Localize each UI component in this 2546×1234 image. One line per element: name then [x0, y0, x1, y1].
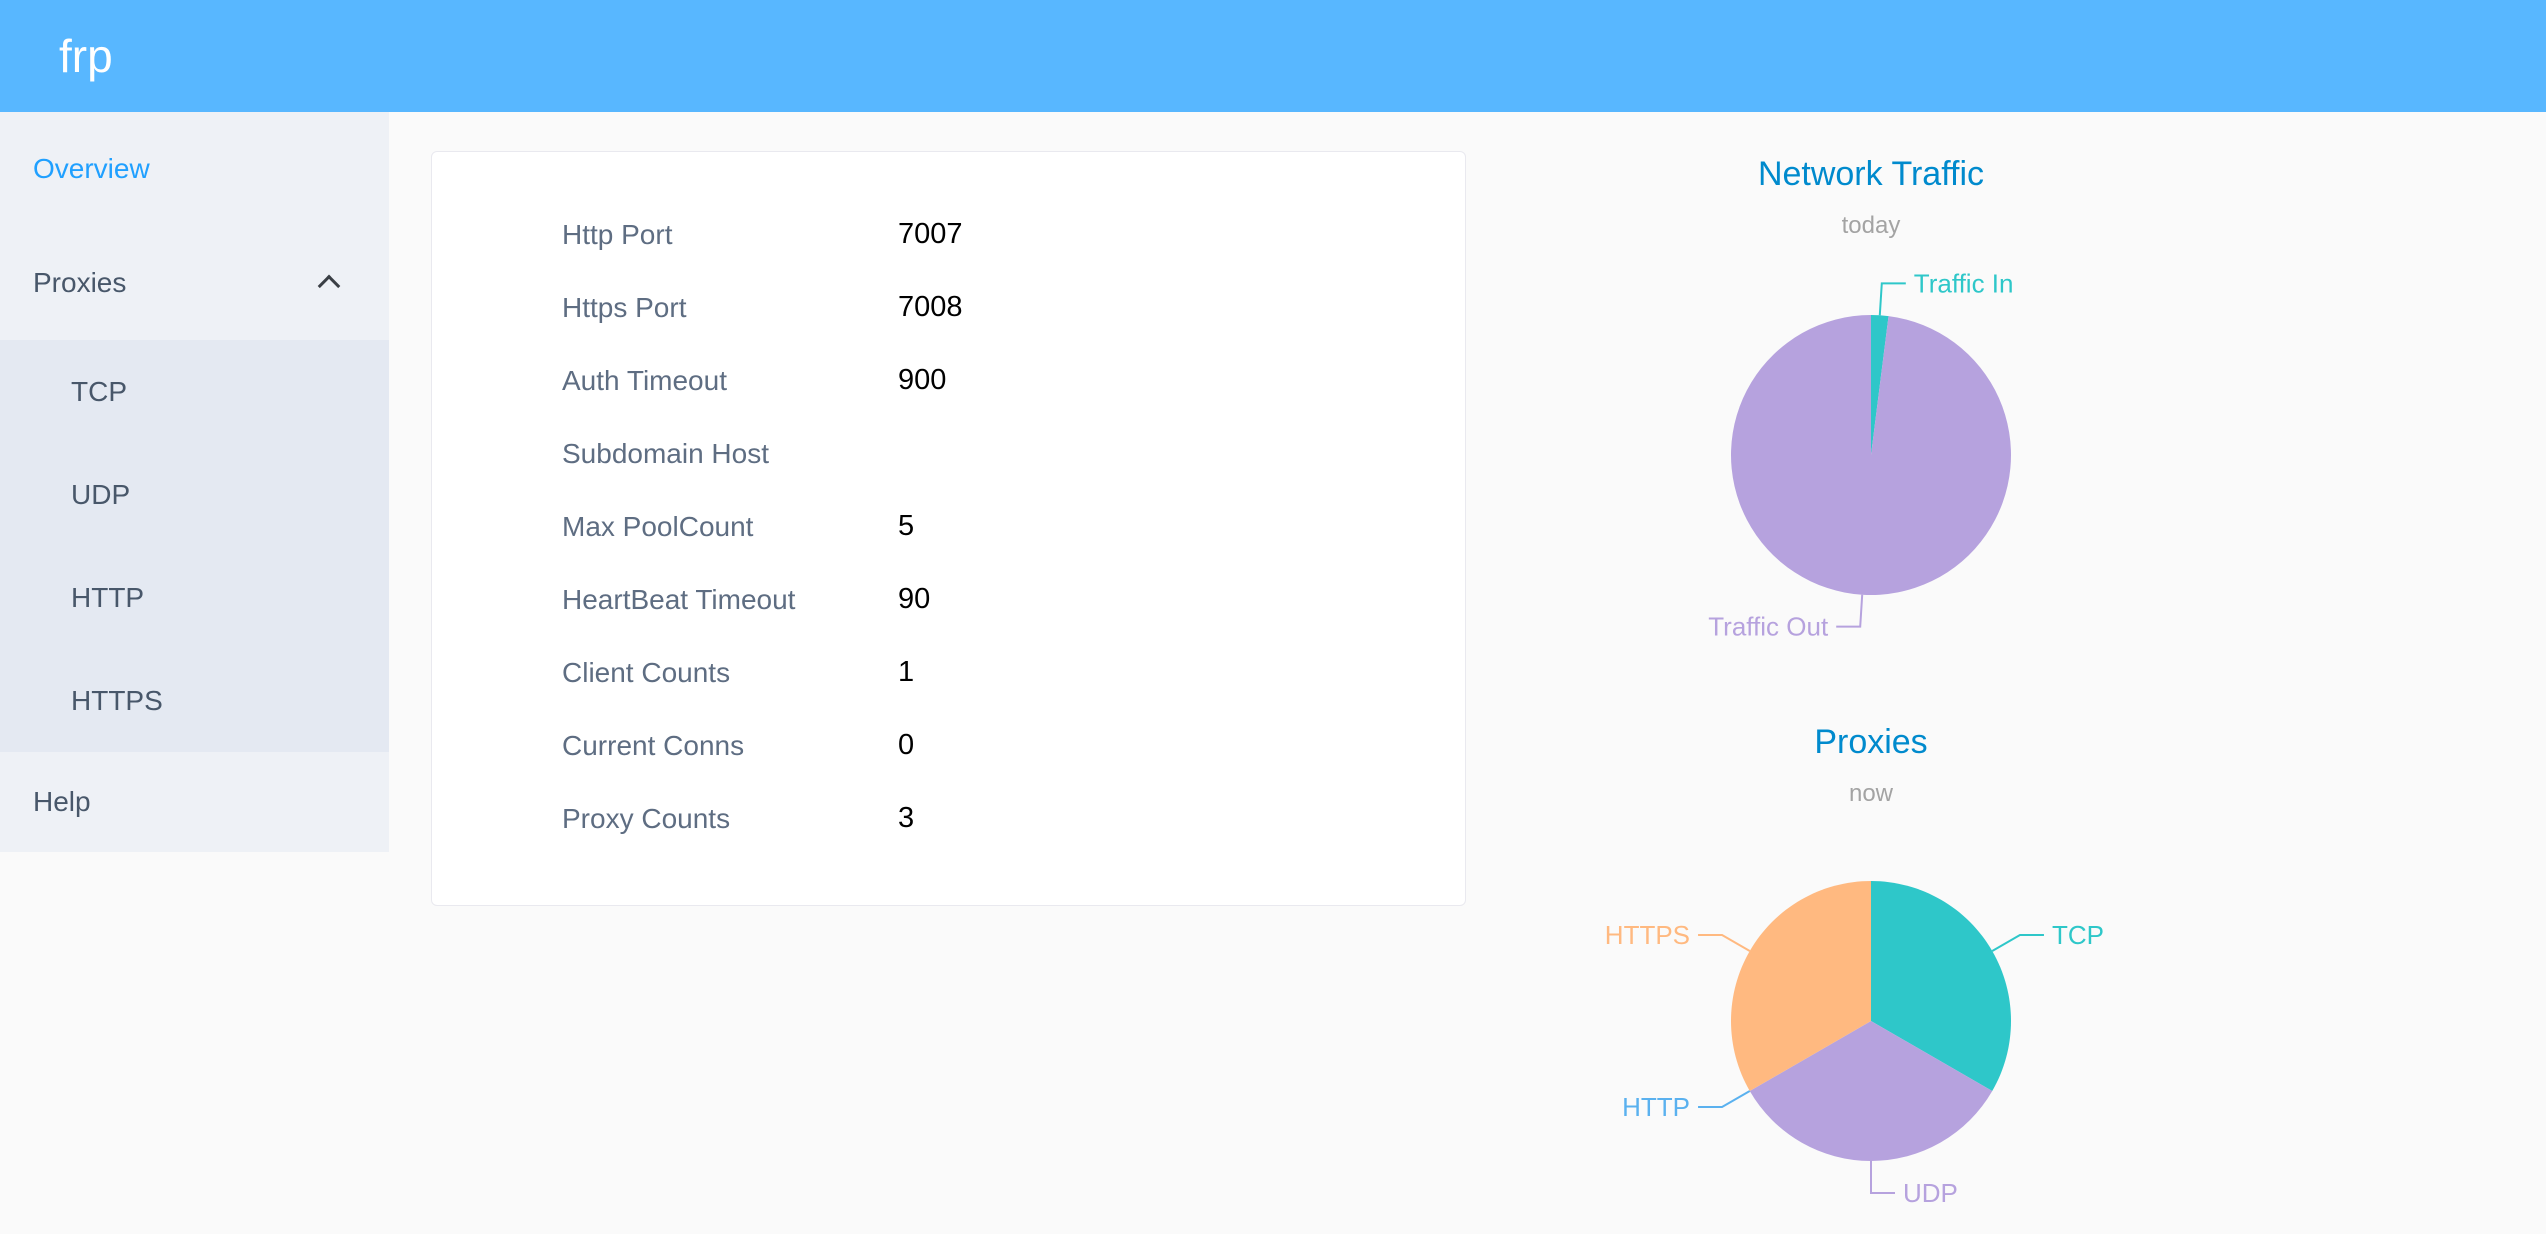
info-row-max-poolcount: Max PoolCount 5: [432, 490, 1465, 563]
pie-label-traffic-out: Traffic Out: [1708, 612, 1829, 642]
sidebar-item-tcp-label: TCP: [71, 376, 127, 407]
info-label: Max PoolCount: [562, 510, 754, 542]
info-row-proxy-counts: Proxy Counts 3: [432, 782, 1465, 855]
proxies-submenu: TCP UDP HTTP HTTPS: [0, 340, 389, 752]
info-row-https-port: Https Port 7008: [432, 271, 1465, 344]
proxies-pie-chart: TCP UDP HTTP HTTPS: [1605, 881, 2104, 1208]
pie-label-line: [1698, 1090, 1751, 1108]
pie-label-https: HTTPS: [1605, 920, 1690, 950]
sidebar-item-https[interactable]: HTTPS: [0, 649, 389, 752]
info-label: HeartBeat Timeout: [562, 583, 796, 615]
info-label: Auth Timeout: [562, 364, 727, 396]
sidebar-item-http-label: HTTP: [71, 582, 145, 613]
sidebar-item-http[interactable]: HTTP: [0, 546, 389, 649]
info-value: 3: [898, 802, 915, 834]
pie-label-line: [1991, 934, 2044, 952]
proxies-title: Proxies: [1814, 723, 1928, 761]
info-label: Http Port: [562, 218, 673, 250]
sidebar-item-https-label: HTTPS: [71, 685, 163, 716]
pie-slice-https: [1731, 881, 1871, 1091]
network-traffic-title: Network Traffic: [1757, 155, 1985, 193]
info-row-current-conns: Current Conns 0: [432, 709, 1465, 782]
info-value: 900: [898, 364, 947, 396]
info-value: 7008: [898, 291, 963, 323]
info-value: 0: [898, 729, 915, 761]
pie-label-line: [1878, 282, 1906, 316]
pie-label-udp: UDP: [1903, 1178, 1958, 1208]
info-label: Https Port: [562, 291, 687, 323]
info-value: 1: [898, 656, 915, 688]
sidebar-item-tcp[interactable]: TCP: [0, 340, 389, 443]
pie-label-tcp: TCP: [2052, 920, 2104, 950]
info-value: 90: [898, 583, 931, 615]
info-row-subdomain-host: Subdomain Host: [432, 417, 1465, 490]
info-value: 7007: [898, 218, 963, 250]
info-label: Proxy Counts: [562, 802, 731, 834]
sidebar-item-overview-label: Overview: [33, 153, 150, 184]
chevron-up-icon: [317, 274, 341, 298]
pie-slice-tcp: [1871, 881, 2011, 1091]
info-row-heartbeat-timeout: HeartBeat Timeout 90: [432, 563, 1465, 636]
proxies-subtitle: now: [1848, 780, 1894, 807]
sidebar-item-udp[interactable]: UDP: [0, 443, 389, 546]
sidebar-item-proxies[interactable]: Proxies: [0, 226, 389, 340]
sidebar-item-help-label: Help: [33, 786, 91, 817]
info-row-client-counts: Client Counts 1: [432, 636, 1465, 709]
sidebar-item-help[interactable]: Help: [0, 752, 389, 852]
network-traffic-subtitle: today: [1841, 212, 1901, 239]
info-row-auth-timeout: Auth Timeout 900: [432, 344, 1465, 417]
frp-logo: frp: [59, 30, 113, 82]
info-label: Current Conns: [562, 729, 745, 761]
pie-label-line: [1698, 934, 1751, 952]
sidebar-item-overview[interactable]: Overview: [0, 112, 389, 226]
info-value: 5: [898, 510, 915, 542]
sidebar-item-udp-label: UDP: [71, 479, 131, 510]
sidebar: Overview Proxies TCP UDP HTTP HTTPS Help: [0, 112, 389, 852]
pie-label-line: [1836, 594, 1864, 628]
info-row-http-port: Http Port 7007: [432, 198, 1465, 271]
app-header: frp: [0, 0, 2546, 112]
info-label: Subdomain Host: [562, 437, 770, 469]
pie-slice-traffic-out: [1731, 315, 2011, 595]
pie-label-line: [1870, 1161, 1895, 1194]
pie-label-http: HTTP: [1622, 1092, 1690, 1122]
info-label: Client Counts: [562, 656, 731, 688]
pie-slice-traffic-in: [1871, 315, 1889, 455]
sidebar-item-proxies-label: Proxies: [33, 267, 127, 298]
network-traffic-pie-chart: Traffic In Traffic Out: [1708, 268, 2014, 642]
pie-label-traffic-in: Traffic In: [1914, 268, 2014, 298]
server-info-card: Http Port 7007 Https Port 7008 Auth Time…: [431, 151, 1466, 906]
